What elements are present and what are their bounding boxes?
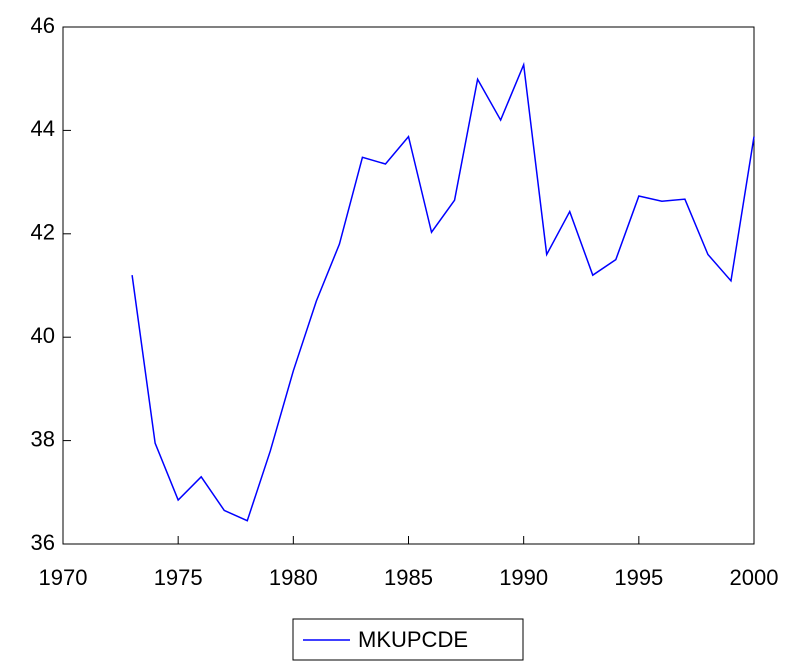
y-tick-label: 38 — [31, 426, 55, 451]
x-tick-label: 1970 — [39, 565, 88, 590]
x-tick-label: 1990 — [499, 565, 548, 590]
y-tick-label: 36 — [31, 530, 55, 555]
x-tick-label: 1980 — [269, 565, 318, 590]
x-tick-label: 1995 — [614, 565, 663, 590]
y-tick-label: 44 — [31, 116, 55, 141]
y-tick-label: 46 — [31, 13, 55, 38]
x-tick-label: 1985 — [384, 565, 433, 590]
x-tick-label: 2000 — [730, 565, 779, 590]
y-tick-label: 42 — [31, 220, 55, 245]
x-tick-label: 1975 — [154, 565, 203, 590]
y-tick-label: 40 — [31, 323, 55, 348]
legend-label: MKUPCDE — [358, 627, 468, 652]
data-line — [131, 61, 755, 522]
plot-frame — [62, 26, 755, 545]
